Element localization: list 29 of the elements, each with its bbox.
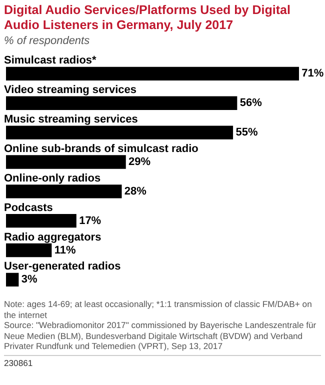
chart-subtitle: % of respondents — [4, 35, 91, 47]
source-note: Source: "Webradiomonitor 2017" commissioned by Bayerische Landeszentrale für Neue Medien (BLM), Bundesverband Digitale Wirtschaft (BVDW) and Verband Privater Rundfunk und Telemedien (VPRT), Sep 13, 2017 — [4, 320, 318, 352]
text: Note: ages 14-69; at least occasionally; *1:1 transmission of classic FM/DAB+ on the internet — [4, 299, 313, 320]
text: 230861 — [4, 354, 321, 368]
y-tick-label: Podcasts — [4, 202, 53, 214]
y-tick-label: Radio aggregators — [4, 231, 102, 244]
data-label: 56% — [240, 97, 262, 110]
data-label: 17% — [79, 214, 102, 227]
bar — [6, 243, 52, 258]
y-tick-label: Online-only radios — [4, 172, 101, 184]
data-label: 29% — [128, 156, 151, 168]
bar — [6, 96, 238, 110]
y-tick-label: Music streaming services — [4, 114, 138, 126]
bar — [6, 272, 19, 287]
data-label: 55% — [236, 126, 258, 139]
y-tick-label: User-generated radios — [4, 260, 121, 273]
y-tick-label: Online sub-brands of simulcast radio — [4, 143, 199, 156]
chart-title: Digital Audio Services/Platforms Used by Digital Audio Listeners in Germany, July 2017 — [4, 3, 292, 33]
bar — [6, 155, 126, 169]
bar — [6, 214, 76, 228]
bar — [6, 66, 299, 81]
y-tick-label: Video streaming services — [4, 84, 136, 96]
data-label: 71% — [302, 68, 324, 80]
data-label: 28% — [124, 185, 147, 198]
data-label: 11% — [54, 244, 76, 256]
bar — [6, 126, 234, 140]
data-label: 3% — [21, 274, 38, 286]
y-tick-label: Simulcast radios* — [4, 54, 98, 67]
bar — [6, 184, 122, 198]
